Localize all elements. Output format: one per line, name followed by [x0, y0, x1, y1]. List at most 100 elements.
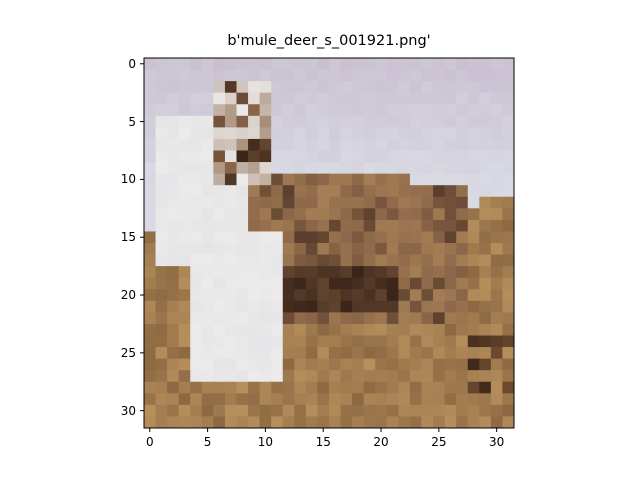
- image-pixel: [456, 196, 469, 209]
- image-pixel: [144, 162, 156, 175]
- image-pixel: [155, 92, 168, 105]
- image-pixel: [467, 185, 480, 198]
- image-pixel: [479, 266, 492, 279]
- image-pixel: [375, 58, 388, 70]
- image-pixel: [144, 92, 156, 105]
- image-pixel: [144, 404, 156, 417]
- image-pixel: [375, 312, 388, 325]
- image-pixel: [271, 266, 284, 279]
- image-pixel: [190, 162, 203, 175]
- image-pixel: [444, 312, 457, 325]
- image-pixel: [352, 162, 365, 175]
- image-pixel: [409, 196, 422, 209]
- image-pixel: [490, 219, 503, 232]
- image-pixel: [224, 243, 237, 255]
- image-pixel: [271, 185, 284, 198]
- image-pixel: [375, 416, 388, 429]
- image-pixel: [155, 312, 168, 325]
- image-pixel: [201, 115, 214, 128]
- image-pixel: [259, 104, 272, 117]
- image-pixel: [317, 254, 330, 267]
- x-tick-label: 25: [431, 435, 447, 449]
- image-pixel: [317, 92, 330, 105]
- image-pixel: [398, 266, 411, 279]
- image-pixel: [490, 115, 503, 128]
- image-pixel: [421, 208, 434, 221]
- image-pixel: [502, 104, 515, 117]
- image-pixel: [317, 335, 330, 348]
- image-pixel: [155, 323, 168, 336]
- image-pixel: [421, 231, 434, 244]
- image-pixel: [340, 185, 353, 198]
- image-pixel: [178, 393, 191, 406]
- image-pixel: [502, 81, 515, 94]
- image-pixel: [282, 162, 295, 175]
- image-pixel: [155, 104, 168, 117]
- image-pixel: [305, 104, 318, 117]
- image-pixel: [236, 393, 249, 406]
- image-pixel: [167, 138, 180, 151]
- image-pixel: [444, 289, 457, 302]
- image-pixel: [352, 312, 365, 325]
- image-pixel: [467, 127, 480, 140]
- image-pixel: [178, 115, 191, 128]
- image-pixel: [144, 312, 156, 325]
- image-pixel: [386, 416, 399, 429]
- image-pixel: [201, 289, 214, 302]
- image-pixel: [502, 277, 515, 290]
- image-pixel: [144, 277, 156, 290]
- image-pixel: [502, 219, 515, 232]
- image-pixel: [248, 231, 261, 244]
- image-pixel: [456, 92, 469, 105]
- image-pixel: [259, 393, 272, 406]
- image-pixel: [352, 92, 365, 105]
- image-pixel: [282, 266, 295, 279]
- image-pixel: [294, 312, 307, 325]
- image-pixel: [421, 58, 434, 70]
- image-pixel: [479, 231, 492, 244]
- image-pixel: [259, 312, 272, 325]
- image-pixel: [190, 69, 203, 82]
- image-pixel: [433, 115, 446, 128]
- image-pixel: [352, 370, 365, 383]
- image-pixel: [502, 381, 515, 394]
- image-pixel: [433, 404, 446, 417]
- image-pixel: [386, 381, 399, 394]
- image-pixel: [386, 404, 399, 417]
- image-pixel: [421, 127, 434, 140]
- image-pixel: [433, 266, 446, 279]
- image-pixel: [155, 115, 168, 128]
- image-pixel: [409, 243, 422, 255]
- image-pixel: [386, 92, 399, 105]
- image-pixel: [398, 219, 411, 232]
- image-pixel: [398, 243, 411, 255]
- image-pixel: [444, 150, 457, 163]
- image-pixel: [467, 312, 480, 325]
- image-pixel: [467, 243, 480, 255]
- image-pixel: [201, 312, 214, 325]
- image-pixel: [386, 231, 399, 244]
- image-pixel: [467, 300, 480, 313]
- image-pixel: [398, 381, 411, 394]
- image-pixel: [224, 127, 237, 140]
- image-pixel: [167, 312, 180, 325]
- image-pixel: [479, 208, 492, 221]
- image-pixel: [329, 173, 341, 186]
- image-pixel: [409, 81, 422, 94]
- image-pixel: [167, 81, 180, 94]
- image-pixel: [398, 358, 411, 371]
- image-pixel: [375, 300, 388, 313]
- image-pixel: [259, 335, 272, 348]
- image-pixel: [224, 138, 237, 151]
- image-pixel: [456, 138, 469, 151]
- image-pixel: [178, 243, 191, 255]
- image-pixel: [305, 277, 318, 290]
- y-tick-label: 0: [128, 56, 136, 71]
- image-pixel: [352, 358, 365, 371]
- image-pixel: [190, 300, 203, 313]
- image-pixel: [294, 208, 307, 221]
- image-pixel: [178, 81, 191, 94]
- image-pixel: [375, 196, 388, 209]
- image-pixel: [305, 347, 318, 360]
- image-pixel: [201, 150, 214, 163]
